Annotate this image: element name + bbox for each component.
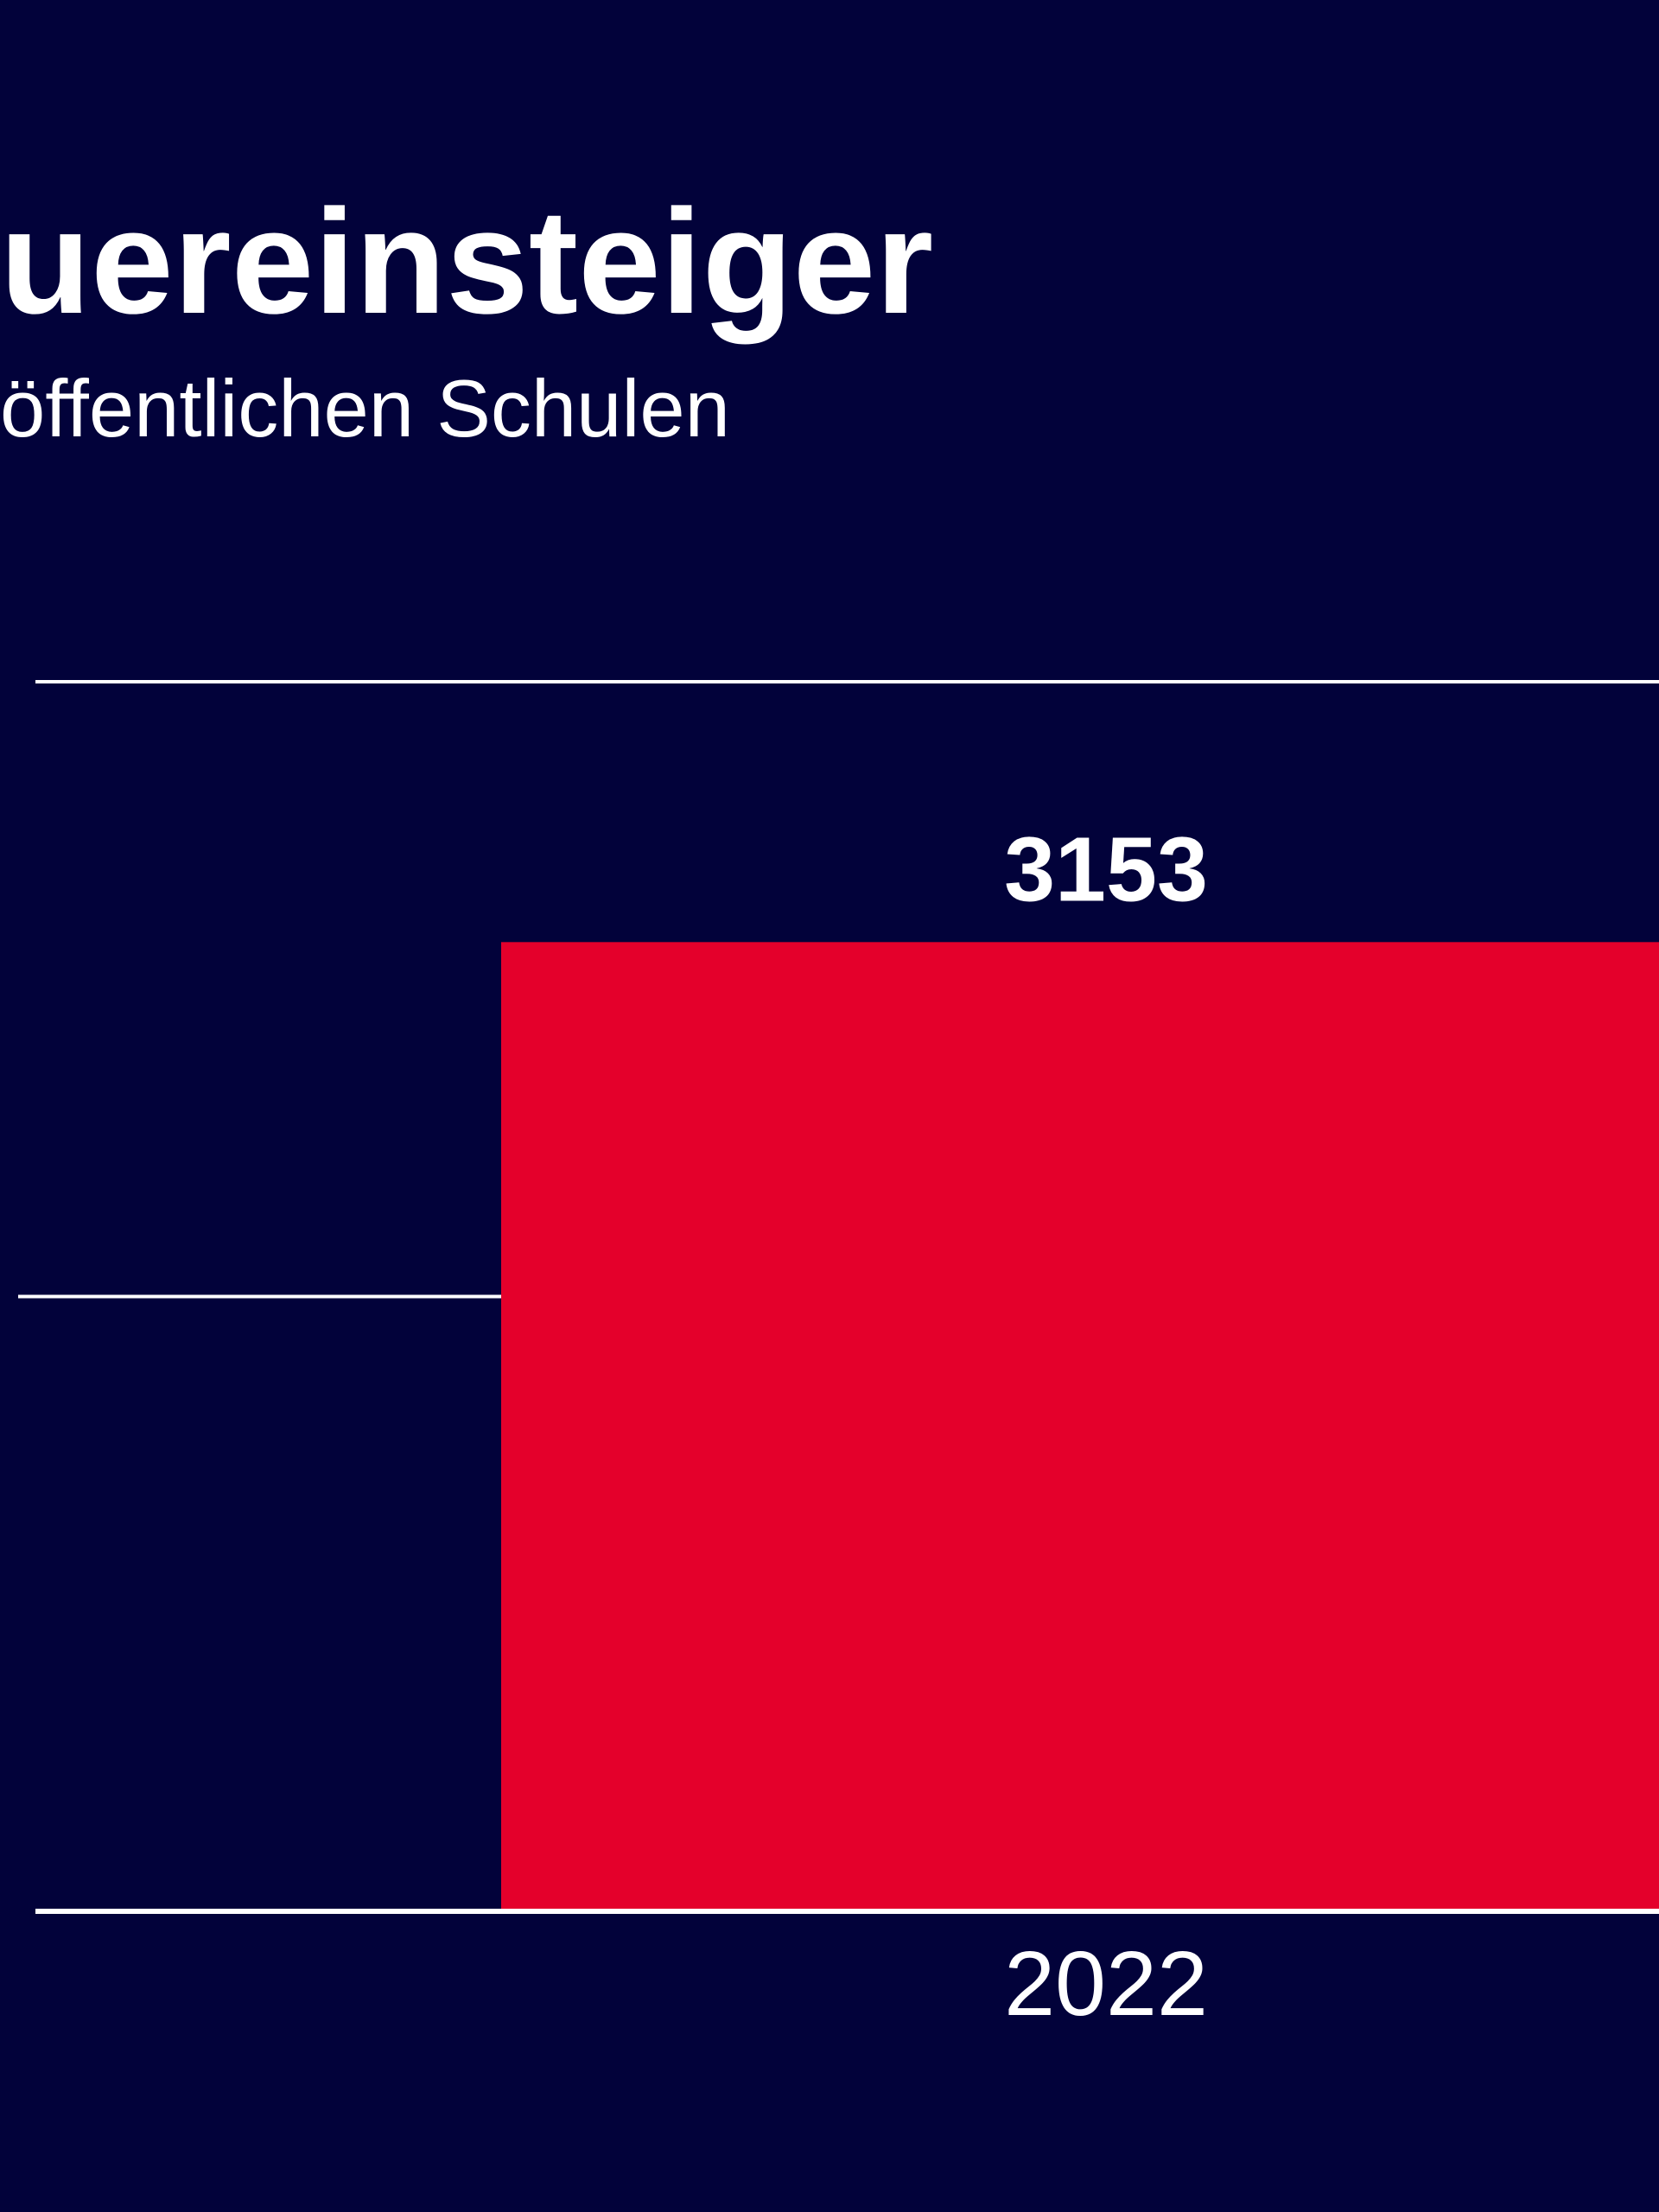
chart-subtitle: öffentlichen Schulen bbox=[0, 363, 730, 454]
value-label: 3153 bbox=[1004, 818, 1208, 920]
chart-title: uereinsteiger bbox=[0, 179, 933, 345]
x-tick-label: 2022 bbox=[1004, 1933, 1208, 2035]
bar bbox=[501, 942, 1659, 1909]
